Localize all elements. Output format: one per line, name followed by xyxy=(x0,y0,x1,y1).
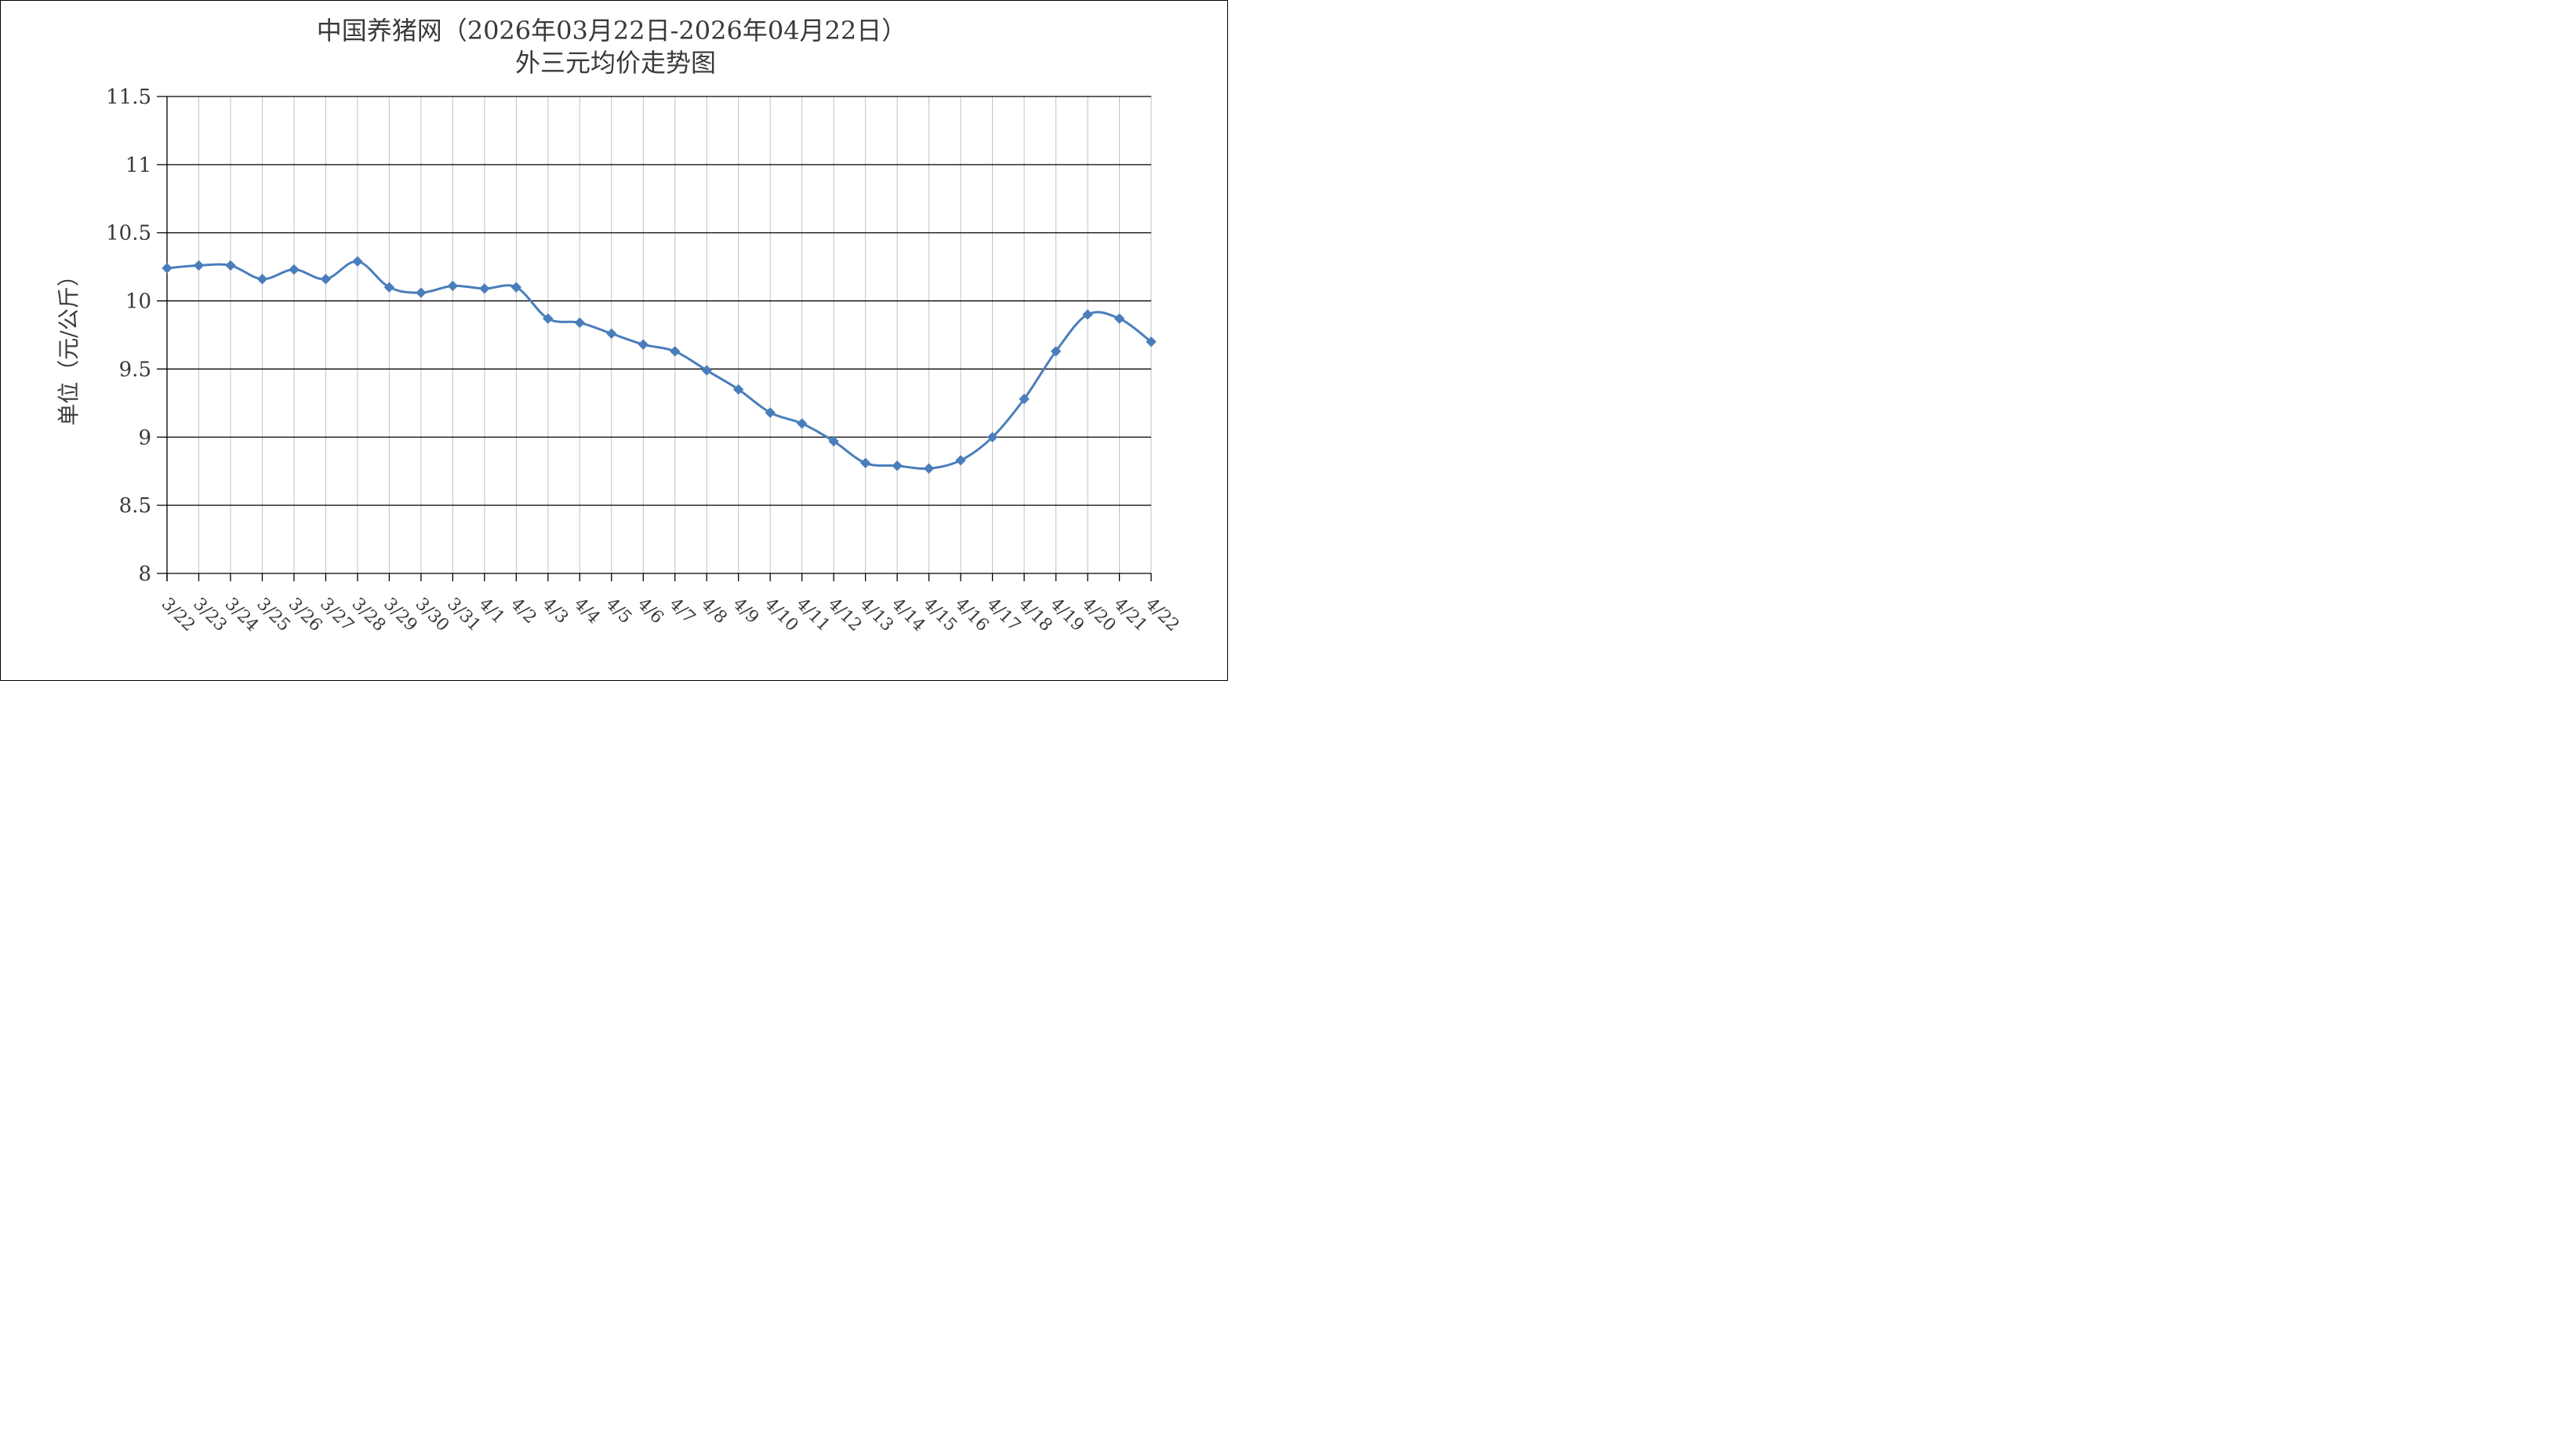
data-point xyxy=(289,264,300,275)
data-point xyxy=(828,435,839,447)
y-tick-labels: 11.5 11 10.5 10 9.5 9 8.5 8 xyxy=(106,86,151,586)
data-point xyxy=(638,339,649,350)
x-tick-label: 3/26 xyxy=(285,595,326,636)
y-tick-label: 11 xyxy=(125,154,151,177)
data-point xyxy=(574,317,585,329)
data-point xyxy=(479,283,490,294)
data-point xyxy=(859,457,871,468)
x-tick-label: 4/10 xyxy=(761,595,802,636)
x-tick-label: 4/17 xyxy=(983,595,1024,636)
x-tick-label: 4/3 xyxy=(539,595,572,628)
x-tick-label: 3/22 xyxy=(158,595,199,636)
data-point xyxy=(1050,346,1062,357)
price-trend-chart: 中国养猪网（2026年03月22日-2026年04月22日） 外三元均价走势图 … xyxy=(56,16,1183,635)
data-point xyxy=(162,263,173,274)
vertical-gridlines xyxy=(166,96,1152,573)
x-tick-label: 4/13 xyxy=(856,595,897,636)
data-point xyxy=(1019,393,1030,405)
data-point xyxy=(193,260,205,271)
data-point xyxy=(892,460,903,471)
x-tick-label: 4/8 xyxy=(697,595,731,628)
data-point xyxy=(383,282,395,293)
y-axis-label: 单位（元/公斤） xyxy=(56,264,82,425)
x-tick-label: 3/24 xyxy=(221,595,263,636)
chart-frame xyxy=(0,0,1228,681)
x-tick-label: 4/16 xyxy=(951,595,993,636)
data-point xyxy=(701,365,712,376)
y-tick-label: 9 xyxy=(138,426,151,449)
y-tick-label: 8 xyxy=(138,562,151,586)
x-tick-label: 4/22 xyxy=(1142,595,1183,636)
y-tick-label: 11.5 xyxy=(106,86,151,109)
data-point xyxy=(510,282,522,293)
data-point xyxy=(986,431,998,442)
y-tick-label: 10 xyxy=(125,290,151,314)
x-tick-label: 4/2 xyxy=(507,595,540,628)
data-point xyxy=(923,463,935,474)
x-tick-labels: 3/223/233/243/253/263/273/283/293/303/31… xyxy=(158,573,1183,635)
data-point xyxy=(765,407,776,418)
x-tick-label: 4/12 xyxy=(824,595,866,636)
x-tick-label: 3/23 xyxy=(189,595,231,636)
x-tick-label: 3/25 xyxy=(253,595,294,636)
x-tick-label: 4/21 xyxy=(1110,595,1151,636)
x-tick-label: 4/18 xyxy=(1015,595,1056,636)
data-points xyxy=(162,256,1157,474)
data-point xyxy=(256,274,268,285)
data-point xyxy=(1082,309,1093,320)
data-point xyxy=(1114,313,1125,324)
chart-subtitle: 外三元均价走势图 xyxy=(515,48,716,78)
x-tick-label: 4/7 xyxy=(665,595,699,628)
data-point xyxy=(796,418,808,429)
x-tick-label: 4/14 xyxy=(888,595,929,636)
chart-title: 中国养猪网（2026年03月22日-2026年04月22日） xyxy=(317,16,907,45)
data-point xyxy=(543,313,554,324)
x-tick-label: 4/6 xyxy=(634,595,667,628)
x-tick-label: 4/19 xyxy=(1046,595,1088,636)
horizontal-gridlines xyxy=(157,96,1151,581)
data-point xyxy=(606,328,617,339)
data-point xyxy=(670,346,681,357)
y-tick-label: 8.5 xyxy=(119,494,151,518)
data-point xyxy=(733,384,744,395)
x-tick-label: 4/4 xyxy=(570,595,604,628)
x-tick-label: 4/9 xyxy=(728,595,762,628)
x-tick-label: 4/5 xyxy=(602,595,636,628)
y-tick-label: 10.5 xyxy=(106,222,151,246)
x-tick-label: 4/15 xyxy=(919,595,961,636)
data-point xyxy=(955,455,966,466)
x-tick-label: 4/20 xyxy=(1078,595,1120,636)
data-point xyxy=(320,274,332,285)
data-point xyxy=(352,256,363,267)
x-tick-label: 3/27 xyxy=(316,595,358,636)
data-point xyxy=(416,287,427,298)
data-point xyxy=(1146,336,1157,347)
x-tick-label: 3/30 xyxy=(412,595,453,636)
x-tick-label: 3/31 xyxy=(443,595,485,636)
x-tick-label: 3/28 xyxy=(348,595,390,636)
x-tick-label: 3/29 xyxy=(380,595,421,636)
data-point xyxy=(225,260,236,271)
x-tick-label: 4/11 xyxy=(792,595,834,636)
data-point xyxy=(447,280,459,292)
y-tick-label: 9.5 xyxy=(119,358,151,381)
